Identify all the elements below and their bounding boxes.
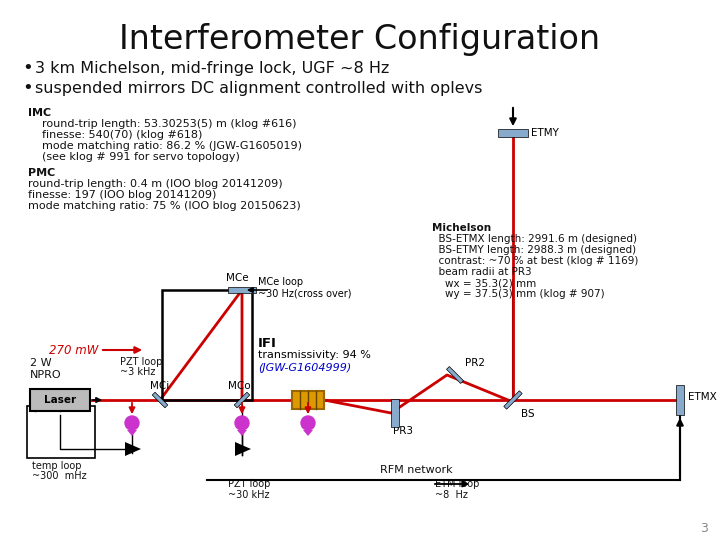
Text: MCe loop: MCe loop	[258, 277, 303, 287]
Text: 270 mW: 270 mW	[49, 343, 98, 356]
Text: IFI: IFI	[258, 337, 277, 350]
Text: ETMX: ETMX	[688, 392, 716, 402]
Text: 2 W: 2 W	[30, 358, 52, 368]
Text: MCo: MCo	[228, 381, 251, 391]
Text: ~30 Hz(cross over): ~30 Hz(cross over)	[258, 288, 351, 298]
Text: •: •	[22, 59, 32, 77]
Text: RFM network: RFM network	[380, 465, 453, 475]
Polygon shape	[446, 367, 464, 383]
Text: beam radii at PR3: beam radii at PR3	[432, 267, 531, 277]
Text: temp loop: temp loop	[32, 461, 81, 471]
Polygon shape	[504, 391, 522, 409]
Text: PMC: PMC	[28, 168, 55, 178]
Text: wy = 37.5(3) mm (klog # 907): wy = 37.5(3) mm (klog # 907)	[432, 289, 605, 299]
Bar	[676, 385, 684, 415]
Text: finesse: 197 (IOO blog 20141209): finesse: 197 (IOO blog 20141209)	[28, 190, 217, 200]
Text: BS: BS	[521, 409, 535, 419]
Text: (JGW-G1604999): (JGW-G1604999)	[258, 363, 351, 373]
Text: ~8  Hz: ~8 Hz	[435, 490, 468, 500]
Circle shape	[125, 416, 139, 430]
Text: BS-ETMX length: 2991.6 m (designed): BS-ETMX length: 2991.6 m (designed)	[432, 234, 637, 244]
Text: mode matching ratio: 75 % (IOO blog 20150623): mode matching ratio: 75 % (IOO blog 2015…	[28, 201, 301, 211]
Text: PZT loop: PZT loop	[120, 357, 163, 367]
Text: MCe: MCe	[226, 273, 248, 283]
Text: mode matching ratio: 86.2 % (JGW-G1605019): mode matching ratio: 86.2 % (JGW-G160501…	[28, 141, 302, 151]
Text: BS-ETMY length: 2988.3 m (designed): BS-ETMY length: 2988.3 m (designed)	[432, 245, 636, 255]
Text: Michelson: Michelson	[432, 223, 491, 233]
Text: finesse: 540(70) (klog #618): finesse: 540(70) (klog #618)	[28, 130, 202, 140]
Polygon shape	[237, 430, 247, 436]
Text: MCi: MCi	[150, 381, 169, 391]
Text: •: •	[22, 79, 32, 97]
Polygon shape	[152, 392, 168, 408]
Text: contrast: ~70 % at best (klog # 1169): contrast: ~70 % at best (klog # 1169)	[432, 256, 639, 266]
Text: 3 km Michelson, mid-fringe lock, UGF ~8 Hz: 3 km Michelson, mid-fringe lock, UGF ~8 …	[35, 60, 390, 76]
Text: ~30 kHz: ~30 kHz	[228, 490, 269, 500]
Text: 3: 3	[700, 522, 708, 535]
Circle shape	[235, 416, 249, 430]
Polygon shape	[127, 430, 137, 436]
Text: PR2: PR2	[465, 358, 485, 368]
Bar	[228, 287, 256, 293]
Text: NPRO: NPRO	[30, 370, 62, 380]
Text: ETM loop: ETM loop	[435, 479, 480, 489]
Text: round-trip length: 0.4 m (IOO blog 20141209): round-trip length: 0.4 m (IOO blog 20141…	[28, 179, 283, 189]
Bar	[391, 399, 399, 427]
Text: wx = 35.3(2) mm: wx = 35.3(2) mm	[432, 278, 536, 288]
Text: Laser: Laser	[44, 395, 76, 405]
FancyBboxPatch shape	[292, 391, 324, 409]
Text: suspended mirrors DC alignment controlled with oplevs: suspended mirrors DC alignment controlle…	[35, 80, 482, 96]
Bar	[27, 406, 95, 458]
Text: (see klog # 991 for servo topology): (see klog # 991 for servo topology)	[28, 152, 240, 162]
Polygon shape	[234, 392, 250, 408]
Bar	[162, 290, 252, 400]
Text: PZT loop: PZT loop	[228, 479, 271, 489]
Circle shape	[301, 416, 315, 430]
Text: Interferometer Configuration: Interferometer Configuration	[120, 24, 600, 57]
Polygon shape	[303, 430, 313, 436]
Bar	[498, 129, 528, 137]
Text: IMC: IMC	[28, 108, 51, 118]
Text: ~3 kHz: ~3 kHz	[120, 367, 156, 377]
Text: transmissivity: 94 %: transmissivity: 94 %	[258, 350, 371, 360]
Text: ETMY: ETMY	[531, 128, 559, 138]
Text: round-trip length: 53.30253(5) m (klog #616): round-trip length: 53.30253(5) m (klog #…	[28, 119, 297, 129]
Text: PR3: PR3	[393, 426, 413, 436]
Polygon shape	[125, 442, 141, 456]
Text: ~300  mHz: ~300 mHz	[32, 471, 86, 481]
FancyBboxPatch shape	[30, 389, 90, 411]
Polygon shape	[235, 442, 251, 456]
